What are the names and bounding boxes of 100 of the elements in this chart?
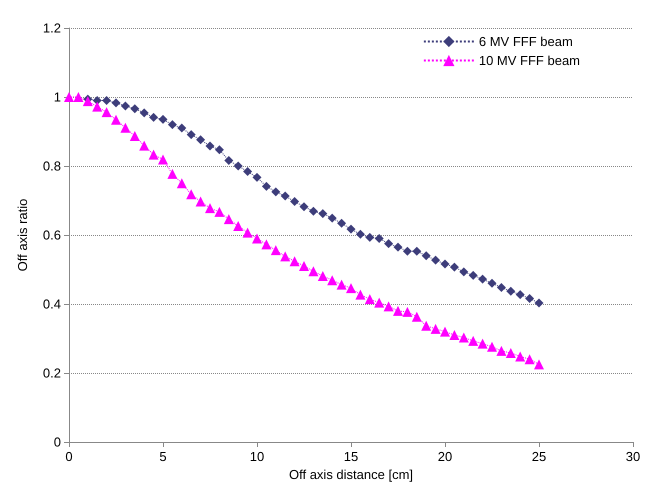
y-tick-label: 0.8 <box>42 158 61 174</box>
point <box>458 332 469 342</box>
point <box>337 218 346 228</box>
point <box>120 101 130 110</box>
point <box>365 232 374 242</box>
x-tick-label: 30 <box>626 449 640 464</box>
point <box>364 294 375 304</box>
y-tick-label: 1 <box>54 90 61 104</box>
point <box>496 282 506 292</box>
point <box>271 187 280 196</box>
point <box>139 140 150 151</box>
point <box>243 167 252 176</box>
point <box>140 108 149 118</box>
y-tick-label: 0.4 <box>42 296 61 312</box>
point <box>318 209 328 218</box>
point <box>459 267 468 276</box>
point <box>422 251 431 260</box>
point <box>478 338 488 349</box>
point <box>186 130 196 140</box>
point <box>346 283 356 294</box>
point <box>384 301 394 312</box>
point <box>290 256 300 266</box>
point <box>355 290 366 300</box>
point <box>450 262 459 272</box>
point <box>468 336 478 346</box>
point <box>449 330 460 340</box>
point <box>506 286 516 296</box>
point <box>394 242 402 252</box>
point <box>402 306 412 317</box>
point <box>412 312 422 322</box>
point <box>336 280 347 290</box>
point <box>233 221 244 232</box>
point <box>176 178 187 188</box>
point <box>478 274 488 284</box>
point <box>393 306 403 316</box>
x-tick-label: 5 <box>159 449 167 464</box>
point <box>308 206 318 216</box>
point <box>440 326 450 337</box>
y-tick-label: 0 <box>54 434 61 450</box>
point <box>214 145 224 154</box>
point <box>196 135 206 144</box>
point <box>374 234 384 243</box>
y-tick-label: 1.2 <box>42 20 61 36</box>
y-tick-label: 0.2 <box>42 366 61 380</box>
point <box>186 189 196 200</box>
point <box>431 256 440 265</box>
x-axis-title: Off axis distance [cm] <box>288 467 414 482</box>
point <box>252 172 262 182</box>
point <box>261 239 272 250</box>
point <box>346 224 356 234</box>
point <box>280 251 290 262</box>
point <box>234 162 243 170</box>
x-tick-label: 10 <box>250 449 264 464</box>
point <box>516 290 525 300</box>
point <box>506 348 516 358</box>
point <box>534 298 544 308</box>
point <box>430 324 441 334</box>
point <box>534 359 544 370</box>
legend-label: 10 MV FFF beam <box>478 53 580 68</box>
point <box>111 114 121 125</box>
point <box>224 156 234 165</box>
point <box>224 214 234 224</box>
point <box>328 214 337 223</box>
point <box>487 342 497 352</box>
point <box>402 246 412 256</box>
point <box>82 96 93 106</box>
point <box>205 203 215 214</box>
point <box>262 182 271 191</box>
point <box>242 228 253 238</box>
point <box>112 98 120 108</box>
point <box>440 259 450 268</box>
point <box>421 320 432 331</box>
point <box>168 120 177 130</box>
y-axis-title: Off axis ratio <box>15 198 30 272</box>
point <box>412 246 422 256</box>
point <box>468 270 478 280</box>
x-tick-label: 0 <box>65 449 73 464</box>
point <box>488 278 496 288</box>
point <box>102 96 112 105</box>
legend-label: 6 MV FFF beam <box>478 34 573 49</box>
point <box>167 168 178 179</box>
point <box>515 351 526 362</box>
point <box>158 154 168 164</box>
point <box>206 141 214 150</box>
point <box>64 92 74 102</box>
y-tick-label: 0.6 <box>42 228 61 242</box>
point <box>356 230 365 239</box>
point <box>300 202 308 212</box>
point <box>299 261 309 272</box>
point <box>252 233 262 244</box>
point <box>318 271 328 282</box>
x-tick-label: 25 <box>532 449 546 464</box>
point <box>214 206 224 217</box>
point <box>280 192 290 201</box>
point <box>148 150 159 160</box>
point <box>384 239 394 248</box>
point <box>102 107 112 118</box>
point <box>120 122 130 133</box>
x-tick-label: 15 <box>344 449 358 464</box>
point <box>290 197 300 206</box>
